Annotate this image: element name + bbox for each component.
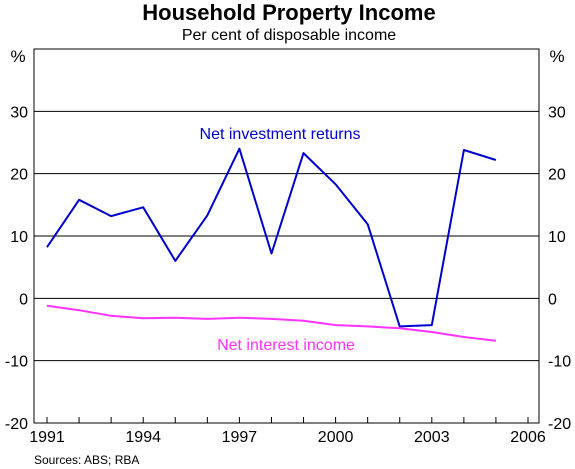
grid-lines (34, 110, 539, 362)
x-tick-label: 2006 (510, 429, 546, 446)
series-label-net-investment-returns: Net investment returns (200, 126, 361, 143)
y-unit-left: % (10, 47, 25, 66)
y-tick-labels-left: -20 -10 0 10 20 30 (5, 104, 28, 433)
series-line-net-interest-income (46, 304, 497, 342)
x-tick-labels: 1991 1994 1997 2000 2003 2006 (29, 429, 546, 446)
y-tick-label-left: 30 (10, 104, 28, 121)
y-tick-label-left: 0 (19, 291, 28, 308)
series-line-net-investment-returns (46, 147, 497, 328)
y-tick-label-right: 20 (548, 167, 566, 184)
y-tick-label-right: -10 (548, 354, 571, 371)
chart-title: Household Property Income (142, 0, 435, 25)
series-lines (46, 147, 497, 342)
y-tick-label-right: 30 (548, 104, 566, 121)
chart-subtitle: Per cent of disposable income (182, 27, 396, 44)
y-tick-label-left: 20 (10, 167, 28, 184)
y-tick-labels-right: -20 -10 0 10 20 30 (548, 104, 571, 433)
axis-ticks (46, 417, 529, 423)
y-tick-label-right: 10 (548, 229, 566, 246)
y-tick-label-right: -20 (548, 416, 571, 433)
x-tick-label: 1994 (125, 429, 161, 446)
y-unit-right: % (549, 47, 564, 66)
y-tick-label-right: 0 (548, 291, 557, 308)
x-tick-label: 2000 (318, 429, 354, 446)
x-tick-label: 1991 (29, 429, 65, 446)
source-note: Sources: ABS; RBA (34, 453, 139, 467)
y-tick-label-left: -20 (5, 416, 28, 433)
x-tick-label: 1997 (222, 429, 258, 446)
x-tick-label: 2003 (414, 429, 450, 446)
y-tick-label-left: 10 (10, 229, 28, 246)
y-tick-label-left: -10 (5, 354, 28, 371)
series-label-net-interest-income: Net interest income (217, 337, 355, 354)
